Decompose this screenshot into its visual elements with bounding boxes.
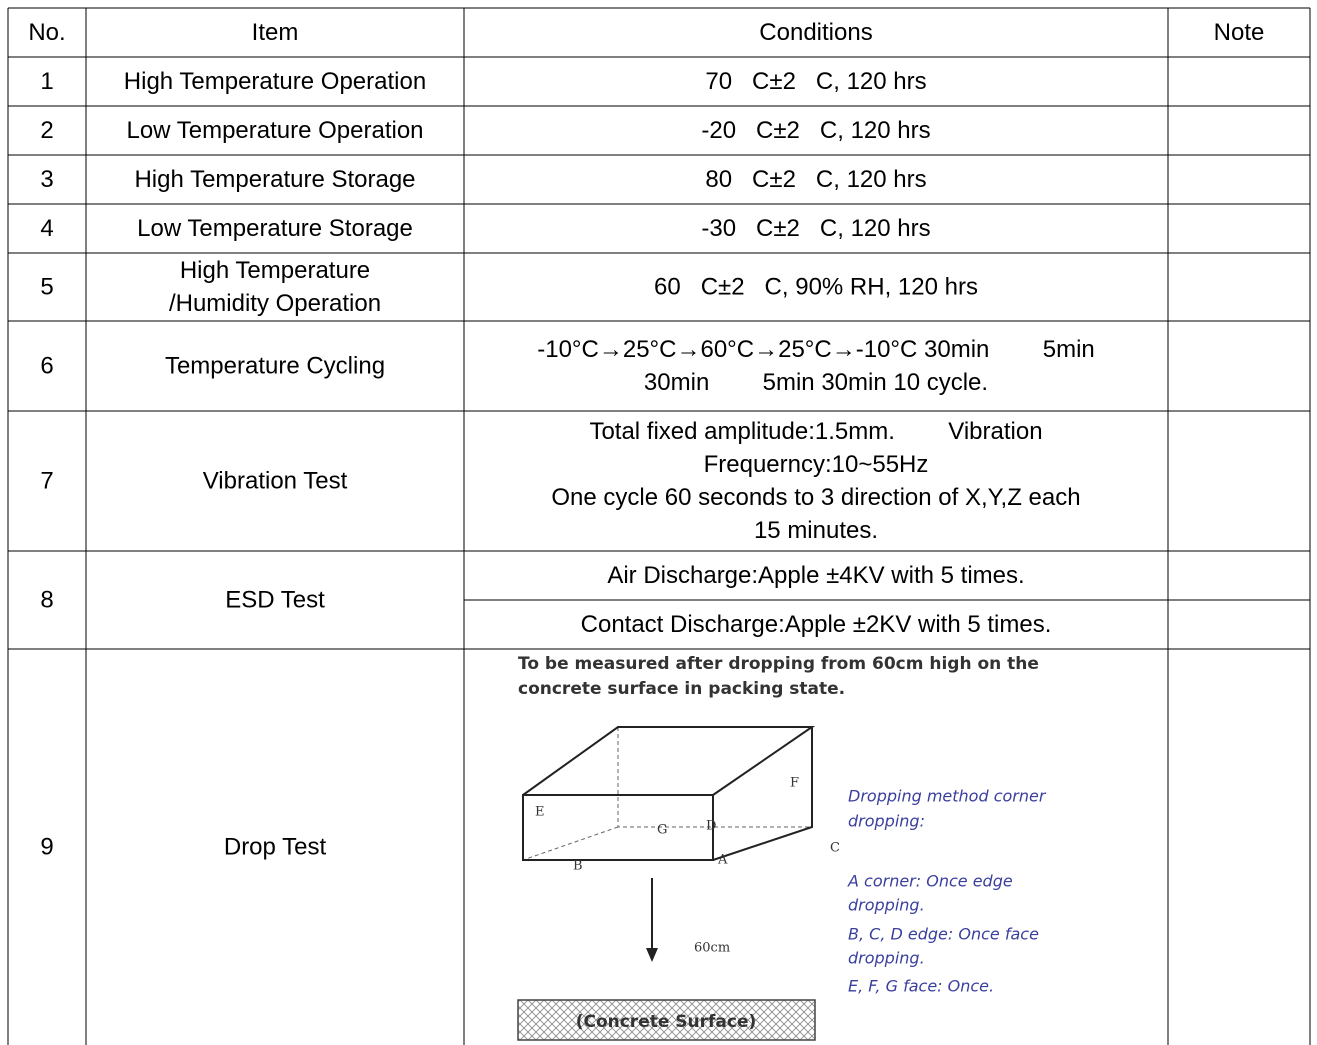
drop-method: B, C, D edge: Once face [848,925,1039,944]
row-number: 2 [40,117,53,144]
drop-method: E, F, G face: Once. [848,977,994,996]
drop-arrow-head [646,948,658,962]
item-text: Temperature Cycling [165,352,385,379]
condition-text: 15 minutes. [754,517,878,544]
table: No. Item Conditions Note 1 High Temperature O… [0,0,1317,1045]
drop-method: dropping: [848,812,925,831]
row-number: 8 [40,586,53,613]
drop-method: A corner: Once edge [847,872,1013,891]
box-edges [523,727,812,860]
corner-label: E [535,805,545,820]
surface-label: (Concrete Surface) [576,1012,757,1032]
row-number: 1 [40,68,53,95]
corner-label: A [717,853,728,868]
drop-height: 60cm [694,941,730,956]
item-text: Low Temperature Storage [137,215,413,242]
condition-text: 30min 5min 30min 10 cycle. [644,369,988,396]
condition-text: -10°C→25°C→60°C→25°C→-10°C 30min 5min [537,336,1095,363]
item-text: /Humidity Operation [169,290,381,317]
drop-method: Dropping method corner [848,787,1047,806]
row-number: 7 [40,467,53,494]
figure-caption: concrete surface in packing state. [518,679,845,699]
item-text: ESD Test [225,586,325,613]
condition-text: 80 C±2 C, 120 hrs [705,166,926,193]
corner-label: D [706,819,716,834]
row-number: 9 [40,833,53,860]
header-cell: Conditions [759,19,872,46]
condition-text: -30 C±2 C, 120 hrs [701,215,930,242]
row-number: 3 [40,166,53,193]
condition-text: Air Discharge:Apple ±4KV with 5 times. [607,562,1024,589]
box-hidden-edges [523,727,812,860]
page: No. Item Conditions Note 1 High Temperature O… [0,0,1317,1045]
condition-text: 60 C±2 C, 90% RH, 120 hrs [654,273,978,300]
corner-label: F [790,776,799,791]
condition-text: -20 C±2 C, 120 hrs [701,117,930,144]
condition-text: Frequerncy:10~55Hz [704,451,929,478]
corner-label: G [657,823,667,838]
header-cell: Note [1214,19,1265,46]
item-text: High Temperature Storage [134,166,415,193]
condition-text: One cycle 60 seconds to 3 direction of X… [551,484,1080,511]
row-number: 6 [40,352,53,379]
item-text: Low Temperature Operation [126,117,423,144]
condition-text: 70 C±2 C, 120 hrs [705,68,926,95]
drop-test-figure: To be measured after dropping from 60cm … [518,654,1047,1040]
drop-method: dropping. [848,949,925,968]
corner-label: C [830,841,840,856]
figure-caption: To be measured after dropping from 60cm … [518,654,1039,674]
row-number: 5 [40,273,53,300]
drop-method: dropping. [848,896,925,915]
row-number: 4 [40,215,53,242]
item-text: High Temperature [180,257,370,284]
header-cell: No. [28,19,65,46]
item-text: Drop Test [224,833,327,860]
condition-text: Total fixed amplitude:1.5mm. Vibration [589,418,1042,445]
item-text: Vibration Test [203,467,348,494]
item-text: High Temperature Operation [124,68,426,95]
condition-text: Contact Discharge:Apple ±2KV with 5 time… [581,611,1052,638]
header-cell: Item [252,19,299,46]
corner-label: B [573,859,583,874]
